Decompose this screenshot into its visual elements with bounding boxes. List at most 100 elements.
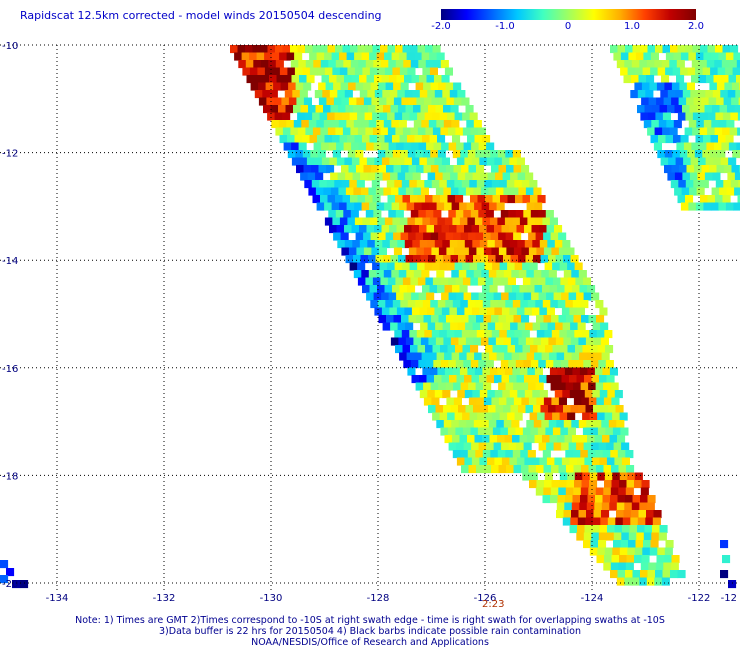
wind-cell (539, 225, 548, 234)
wind-cell (543, 487, 552, 496)
wind-cell (538, 360, 547, 369)
wind-cell (336, 142, 345, 151)
wind-cell (374, 75, 383, 84)
wind-cell (357, 262, 366, 271)
wind-cell (418, 210, 427, 219)
wind-cell (384, 217, 393, 226)
wind-cell (420, 255, 429, 264)
wind-cell (444, 367, 453, 376)
wind-cell (655, 562, 664, 571)
wind-cell (335, 127, 344, 136)
wind-cell (603, 382, 612, 391)
wind-cell (306, 75, 315, 84)
wind-cell (506, 397, 515, 406)
wind-cell (483, 397, 492, 406)
wind-cell (521, 397, 530, 406)
note-line-3: NOAA/NESDIS/Office of Research and Appli… (251, 637, 489, 648)
wind-cell (432, 345, 441, 354)
wind-cell (339, 67, 348, 76)
wind-cell (720, 540, 729, 549)
wind-cell (584, 390, 593, 399)
wind-cell (483, 382, 492, 391)
wind-cell (434, 240, 443, 249)
wind-cell (455, 210, 464, 219)
latitude-tick-labels: -10-12-14-16-18-20 (2, 41, 18, 590)
wind-cell (492, 412, 501, 421)
wind-cell (621, 532, 630, 541)
wind-cell (455, 345, 464, 354)
wind-cell (713, 157, 722, 166)
wind-cell (680, 202, 689, 211)
wind-cell (725, 202, 734, 211)
wind-cell (366, 225, 375, 234)
wind-cell (575, 345, 584, 354)
wind-cell (496, 202, 505, 211)
wind-cell (640, 495, 649, 504)
wind-cell (402, 195, 411, 204)
wind-cell (352, 240, 361, 249)
wind-cell (590, 345, 599, 354)
wind-cell (631, 510, 640, 519)
wind-cell (362, 217, 371, 226)
wind-cell (717, 150, 726, 159)
wind-cell (680, 52, 689, 61)
wind-cell (556, 510, 565, 519)
wind-cell (358, 60, 367, 69)
wind-cell (692, 127, 701, 136)
wind-cell (423, 232, 432, 241)
wind-cell (450, 405, 459, 414)
wind-cell (367, 240, 376, 249)
wind-cell (336, 157, 345, 166)
wind-cell (536, 315, 545, 324)
wind-cell (607, 517, 616, 526)
wind-cell (423, 315, 432, 324)
wind-cell (318, 97, 327, 106)
wind-cell (282, 112, 291, 121)
wind-cell (677, 45, 686, 54)
wind-cell (332, 150, 341, 159)
wind-cell (417, 262, 426, 271)
wind-cell (696, 120, 705, 129)
wind-cell (258, 97, 267, 106)
latitude-tick-label: -16 (2, 364, 18, 375)
wind-cell (490, 150, 499, 159)
wind-cell (732, 150, 740, 159)
wind-cell (548, 420, 557, 429)
wind-cell (628, 532, 637, 541)
wind-cell (574, 472, 583, 481)
wind-cell (304, 112, 313, 121)
wind-cell (383, 187, 392, 196)
wind-cell (341, 97, 350, 106)
wind-cell (486, 307, 495, 316)
wind-cell (557, 285, 566, 294)
wind-cell (660, 90, 669, 99)
wind-cell (592, 322, 601, 331)
wind-cell (537, 277, 546, 286)
wind-cell (445, 300, 454, 309)
wind-cell (522, 345, 531, 354)
wind-cell (676, 60, 685, 69)
wind-cell (459, 367, 468, 376)
wind-cell (306, 157, 315, 166)
wind-cell (346, 52, 355, 61)
wind-cell (343, 210, 352, 219)
wind-cell (592, 390, 601, 399)
wind-cell (497, 217, 506, 226)
wind-cell (557, 435, 566, 444)
wind-cell (631, 60, 640, 69)
wind-cell (559, 480, 568, 489)
wind-cell (466, 270, 475, 279)
wind-cell (427, 240, 436, 249)
wind-cell (461, 465, 470, 474)
wind-cell (533, 270, 542, 279)
wind-cell (374, 240, 383, 249)
wind-cell (336, 225, 345, 234)
wind-cell (471, 442, 480, 451)
wind-cell (399, 285, 408, 294)
wind-cell (440, 127, 449, 136)
wind-cell (296, 97, 305, 106)
wind-cell (631, 577, 640, 586)
wind-cell (571, 420, 580, 429)
wind-cell (361, 52, 370, 61)
wind-cell (372, 127, 381, 136)
